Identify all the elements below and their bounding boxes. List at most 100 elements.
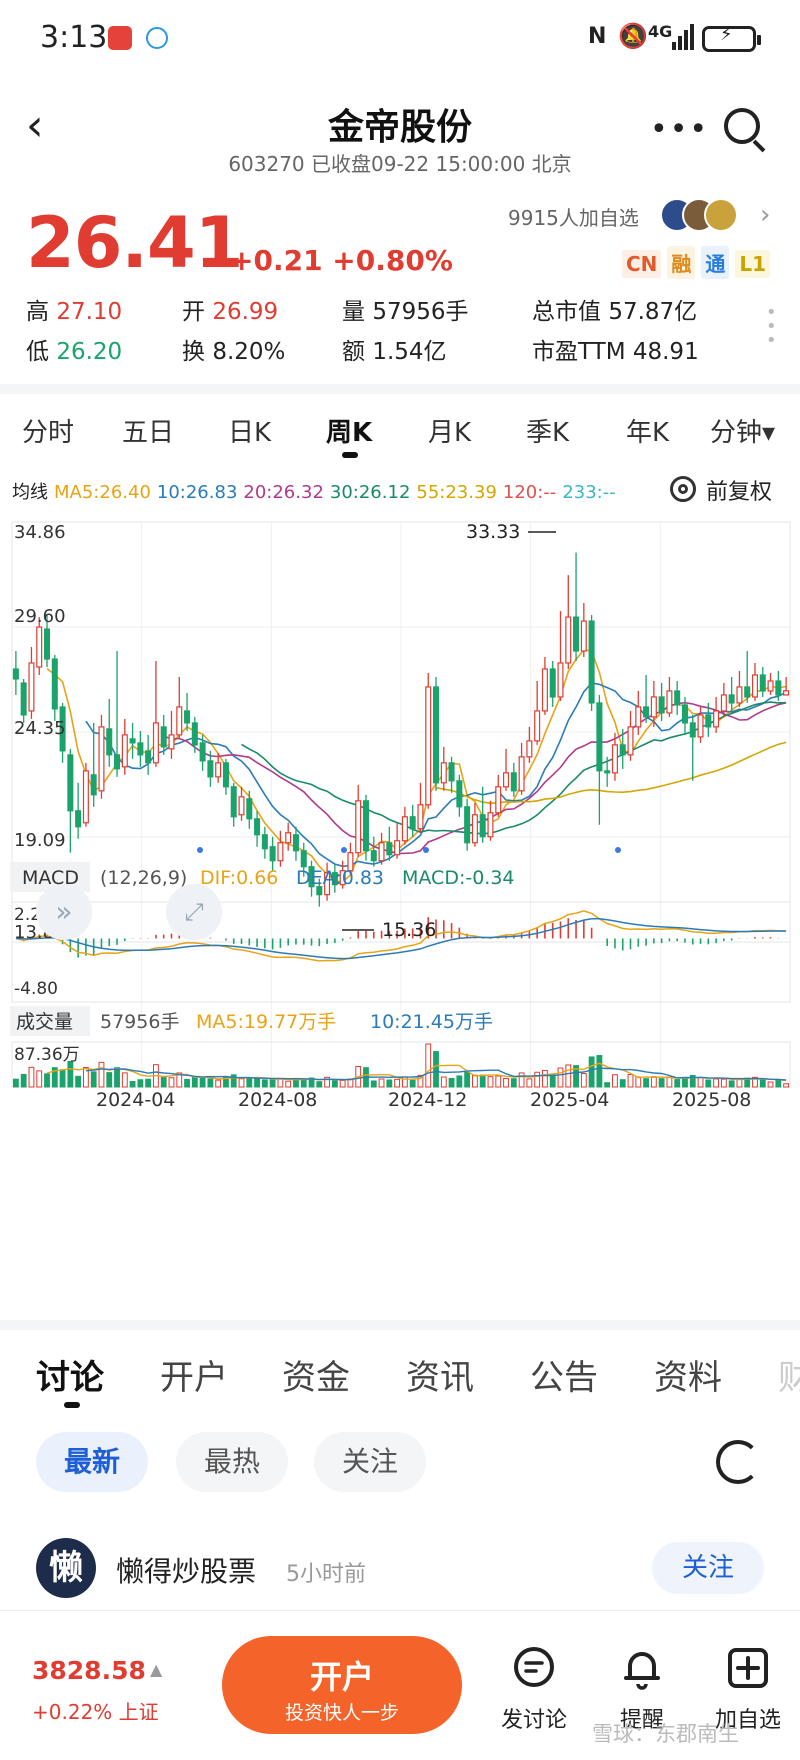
discuss-label[interactable]: 发讨论 (500, 1708, 567, 1733)
follow-button[interactable]: 关注 (652, 1542, 764, 1594)
event-dot (615, 847, 621, 853)
volume-bar (114, 1067, 120, 1088)
event-dot (341, 847, 347, 853)
avatar[interactable]: 懒 (36, 1538, 96, 1598)
chevron-right-icon[interactable]: › (760, 200, 771, 230)
volume-bar (705, 1079, 712, 1088)
tab-open-account[interactable]: 开户 (160, 1358, 228, 1398)
candle-body (573, 616, 580, 652)
volume-bar (713, 1078, 720, 1088)
volume-bar (308, 1077, 315, 1088)
refresh-icon[interactable] (716, 1440, 760, 1484)
filter-latest[interactable]: 最新 (36, 1432, 148, 1492)
candle-body (432, 686, 440, 784)
open-account-button[interactable]: 开户 投资快人一步 (222, 1636, 462, 1734)
ma55-value: 55:23.39 (416, 482, 497, 503)
status-bar: 3:13 N 🔕 4G ⚡ (0, 0, 800, 80)
index-change[interactable]: +0.22% 上证 (32, 1700, 159, 1724)
divider (0, 1320, 800, 1330)
candle-body (557, 662, 564, 698)
candle-body (471, 814, 478, 844)
add-watch-label[interactable]: 加自选 (714, 1708, 781, 1733)
volume-bar (324, 1076, 331, 1088)
volume-label-bg[interactable] (10, 1006, 90, 1036)
nfc-icon: N (588, 24, 607, 49)
more-vertical-icon[interactable]: • • • (766, 302, 777, 351)
add-watchlist-icon[interactable] (726, 1646, 770, 1690)
tab-period-quarterly[interactable]: 季K (526, 418, 570, 448)
candles (12, 552, 790, 907)
tab-period-daily[interactable]: 日K (228, 418, 272, 448)
tab-financials[interactable]: 财 (778, 1358, 800, 1398)
ma233-value: 233:-- (562, 482, 616, 503)
index-value[interactable]: 3828.58 (32, 1656, 146, 1685)
settings-gear-icon[interactable] (670, 476, 696, 502)
volume-label[interactable]: 成交量 (16, 1011, 73, 1033)
tab-funds[interactable]: 资金 (282, 1358, 350, 1398)
volume-value: 57956手 (100, 1011, 179, 1033)
macd-tick-bottom: -4.80 (14, 979, 58, 999)
volume-bar (425, 1043, 432, 1088)
volume-bar (697, 1077, 704, 1088)
macd-frame (11, 901, 791, 1003)
volume-bar (588, 1056, 595, 1088)
tab-period-weekly[interactable]: 周K (326, 418, 373, 448)
macd-label[interactable]: MACD (22, 867, 79, 889)
candle-body (604, 770, 611, 774)
candle-body (160, 726, 167, 748)
volume-bar (464, 1072, 471, 1088)
watermark: 雪球：东郡南生 (592, 1722, 739, 1746)
mute-bell-icon: 🔕 (618, 22, 648, 50)
filter-following[interactable]: 关注 (314, 1432, 426, 1492)
app-notification-icon-2 (146, 27, 168, 49)
watchers-count[interactable]: 9915人加自选 (508, 206, 639, 230)
candle-body (658, 696, 665, 714)
tab-news[interactable]: 资讯 (406, 1358, 474, 1398)
macd-dea: DEA:0.83 (296, 867, 384, 889)
candle-body (674, 690, 681, 706)
candle-body (137, 742, 144, 756)
filter-hot[interactable]: 最热 (176, 1432, 288, 1492)
volume-bar (82, 1067, 89, 1088)
watcher-avatars[interactable] (660, 198, 760, 232)
candle-body (67, 754, 74, 812)
discuss-icon[interactable] (512, 1646, 556, 1690)
candle-body (503, 772, 510, 788)
signal-label: 4G (648, 22, 673, 41)
back-arrow-icon[interactable]: ‹ (26, 100, 44, 151)
volume-bar (98, 1061, 105, 1088)
ma5-line (46, 648, 787, 883)
bell-icon[interactable] (620, 1646, 664, 1690)
candle-body (20, 682, 27, 716)
volume-bar (121, 1072, 128, 1088)
volume-bar (207, 1078, 214, 1088)
x-axis-label: 2025-08 (672, 1089, 751, 1111)
candle-body (627, 726, 634, 756)
adjust-button[interactable]: 前复权 (706, 480, 773, 505)
post-username[interactable]: 懒得炒股票 (116, 1555, 257, 1588)
candle-body (269, 846, 276, 862)
tab-period-intraday[interactable]: 分时 (22, 418, 75, 448)
volume-bar (479, 1074, 486, 1088)
candle-body (526, 740, 533, 758)
tab-profile[interactable]: 资料 (654, 1358, 722, 1398)
fullscreen-icon[interactable]: ⤢ (166, 884, 222, 940)
high-value: 27.10 (56, 299, 123, 325)
more-dots-icon[interactable]: ••• (650, 112, 710, 147)
tab-period-5day[interactable]: 五日 (122, 418, 175, 448)
remind-label[interactable]: 提醒 (619, 1708, 664, 1733)
tab-period-yearly[interactable]: 年K (626, 418, 670, 448)
search-icon[interactable] (724, 108, 760, 144)
divider (0, 384, 800, 394)
tab-period-minute[interactable]: 分钟▾ (710, 418, 776, 448)
candle-body (152, 722, 159, 764)
tab-period-monthly[interactable]: 月K (428, 418, 472, 448)
candle-body (75, 810, 82, 828)
kline-chart[interactable]: 34.86 29.60 24.35 19.09 13.83 33.33 15.3… (0, 512, 800, 1312)
tab-discussion[interactable]: 讨论 (36, 1358, 104, 1398)
volume-bar (580, 1073, 587, 1088)
expand-right-icon[interactable]: » (36, 884, 92, 940)
tab-announcements[interactable]: 公告 (530, 1358, 598, 1398)
volume-bar (752, 1076, 758, 1088)
volume-bar (783, 1083, 790, 1088)
